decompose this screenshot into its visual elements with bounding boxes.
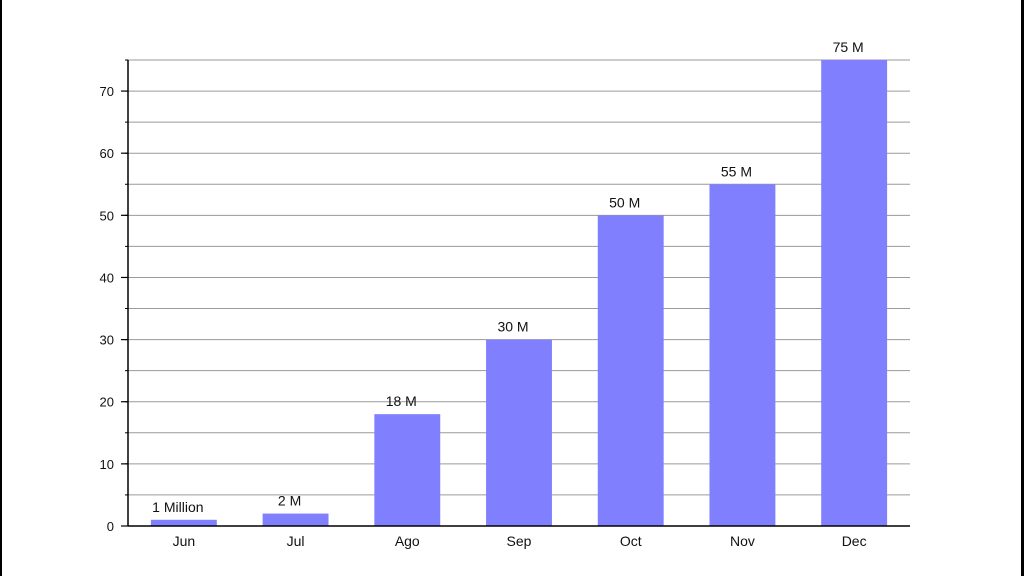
y-tick-label: 10 [100, 457, 114, 472]
data-label: 1 Million [152, 499, 203, 515]
bar [486, 339, 552, 526]
bar [374, 414, 441, 526]
x-tick-label: Dec [842, 533, 867, 549]
data-label: 2 M [278, 493, 301, 509]
bar [262, 513, 329, 526]
y-tick-label: 20 [100, 395, 114, 410]
x-axis-tick-labels: Jun Jul Ago Sep Oct Nov Dec [173, 533, 867, 549]
y-tick-label: 30 [100, 333, 114, 348]
y-tick-label: 0 [107, 519, 114, 534]
x-tick-label: Sep [507, 533, 532, 549]
data-label: 30 M [497, 319, 528, 335]
bar [150, 519, 217, 526]
x-tick-label: Jul [287, 533, 305, 549]
bar [597, 215, 664, 527]
data-label: 50 M [609, 194, 640, 210]
bar [821, 60, 888, 526]
data-label: 18 M [386, 393, 417, 409]
y-tick-label: 40 [100, 270, 114, 285]
y-tick-label: 60 [100, 146, 114, 161]
x-tick-label: Nov [730, 533, 755, 549]
x-tick-label: Oct [620, 533, 642, 549]
axes [127, 60, 910, 527]
y-tick-label: 50 [100, 208, 114, 223]
bars [150, 60, 888, 527]
y-axis-ticks: 0 10 20 30 40 50 60 70 [100, 59, 128, 534]
data-label: 55 M [721, 163, 752, 179]
y-tick-label: 70 [100, 84, 114, 99]
bar [709, 184, 776, 526]
x-tick-label: Ago [395, 533, 420, 549]
x-tick-label: Jun [173, 533, 196, 549]
data-label: 75 M [833, 39, 864, 55]
data-labels: 1 Million 2 M 18 M 30 M 50 M 55 M 75 M [152, 39, 864, 515]
